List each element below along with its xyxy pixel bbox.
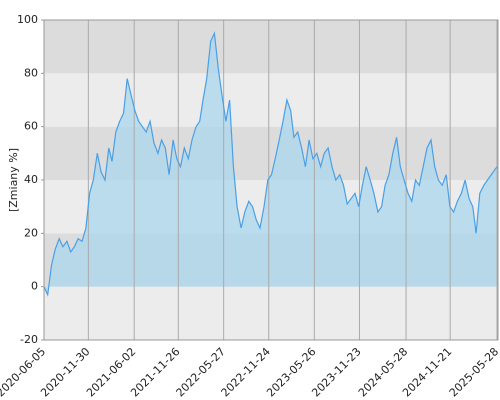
line [43, 31, 498, 297]
plot-border [43, 19, 499, 341]
y-tick-label: 40 [24, 173, 38, 186]
grid-band [44, 286, 498, 340]
y-axis-label: [Zmiany %] [7, 148, 20, 212]
y-tick-label: -20 [20, 333, 38, 346]
y-tick-label: 0 [31, 280, 38, 293]
area [44, 33, 497, 295]
y-tick-label: 60 [24, 120, 38, 133]
y-tick-label: 80 [24, 66, 38, 79]
y-tick-label: 100 [17, 13, 38, 26]
y-tick-label: 20 [24, 226, 38, 239]
grid-band [44, 73, 498, 127]
grid-band [44, 20, 498, 74]
x-tick-label: 2025-05-28 [447, 345, 500, 399]
